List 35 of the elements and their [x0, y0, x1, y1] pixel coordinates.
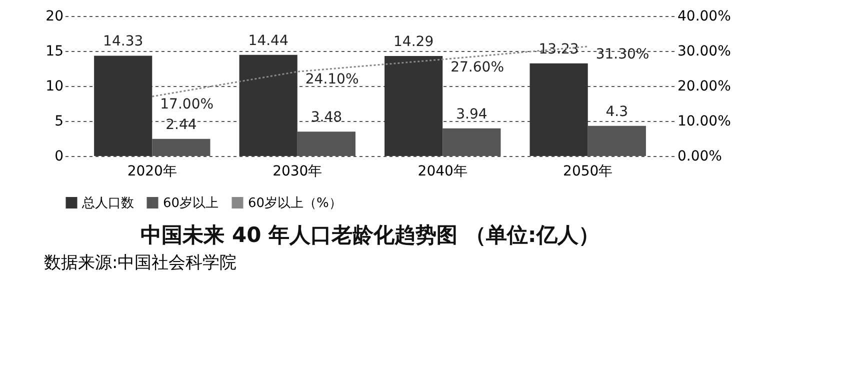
data-label: 14.29 — [394, 34, 434, 50]
legend-label: 60岁以上（%） — [248, 196, 342, 211]
data-label: 3.94 — [456, 106, 488, 122]
data-label: 2.44 — [166, 116, 197, 133]
source-note: 数据来源:中国社会科学院 — [44, 252, 238, 274]
y2-tick-label: 20.00% — [678, 78, 731, 94]
x-tick-label: 2020年 — [127, 164, 177, 180]
data-label: 27.60% — [450, 59, 504, 76]
data-label: 31.30% — [596, 46, 650, 62]
bar — [239, 54, 298, 156]
legend-label: 总人口数 — [81, 196, 134, 211]
y-tick-label: 5 — [54, 114, 64, 130]
y-tick-label: 20 — [46, 8, 64, 24]
bar — [384, 56, 443, 156]
y-tick-label: 10 — [46, 78, 64, 94]
data-label: 14.44 — [248, 32, 288, 49]
y-tick-label: 15 — [46, 44, 64, 60]
x-tick-label: 2030年 — [272, 164, 322, 180]
y2-tick-label: 30.00% — [678, 44, 731, 60]
x-tick-label: 2040年 — [418, 164, 468, 180]
legend-label: 60岁以上 — [163, 196, 219, 211]
bar — [530, 63, 588, 156]
y2-tick-label: 10.00% — [678, 114, 731, 130]
y2-tick-label: 0.00% — [678, 148, 722, 164]
data-label: 17.00% — [160, 96, 214, 112]
data-label: 4.3 — [606, 104, 628, 120]
x-tick-label: 2050年 — [563, 164, 613, 180]
y2-tick-label: 40.00% — [678, 8, 731, 24]
data-label: 13.23 — [538, 41, 579, 58]
data-label: 3.48 — [310, 110, 342, 126]
data-label: 14.33 — [103, 34, 144, 50]
data-label: 24.10% — [305, 72, 359, 88]
text: 中国未来 40 年人口老龄化趋势图 （单位:亿人） — [140, 223, 600, 247]
bar — [94, 56, 152, 156]
y-tick-label: 0 — [54, 148, 64, 164]
